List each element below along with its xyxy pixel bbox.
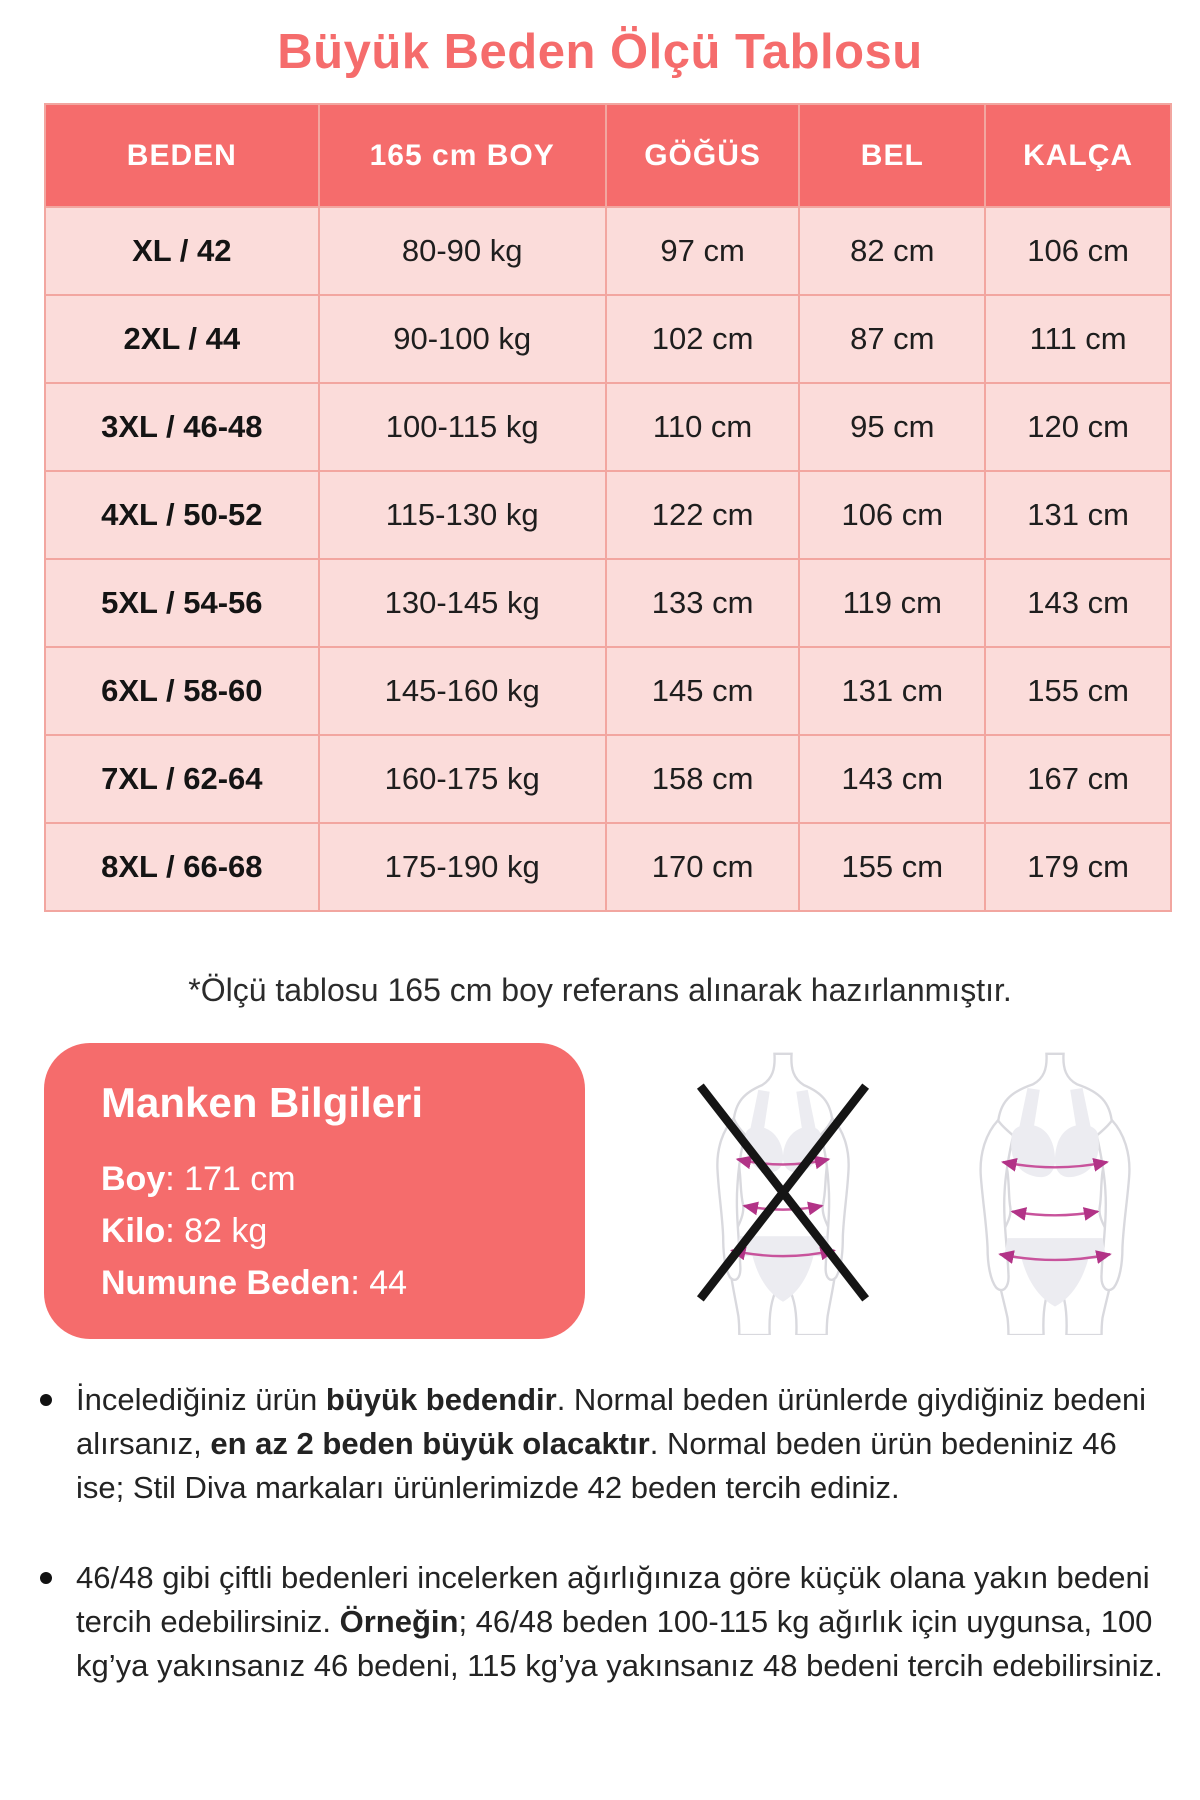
table-row: 6XL / 58-60 145-160 kg 145 cm 131 cm 155 cm [44,646,1172,736]
model-info-lines: Boy: 171 cm Kilo: 82 kg Numune Beden: 44 [101,1153,545,1309]
measurement-cell: 143 cm [798,734,987,824]
measurement-cell: 110 cm [604,382,801,472]
measurement-cell: 80-90 kg [317,206,607,296]
size-table: BEDEN 165 cm BOY GÖĞÜS BEL KALÇA XL / 42 80-9… [44,103,1172,912]
measurement-cell: 155 cm [984,646,1172,736]
table-row: 5XL / 54-56 130-145 kg 133 cm 119 cm 143 cm [44,558,1172,648]
bullet-item: 46/48 gibi çiftli bedenleri incelerken a… [40,1556,1166,1688]
table-row: 4XL / 50-52 115-130 kg 122 cm 106 cm 131 cm [44,470,1172,560]
measurement-cell: 175-190 kg [317,822,607,912]
measurement-cell: 82 cm [798,206,987,296]
measurement-lines [730,1155,836,1261]
notes-list: İncelediğiniz ürün büyük bedendir. Norma… [40,1378,1166,1734]
measurement-cell: 106 cm [984,206,1172,296]
size-table-header-row: BEDEN 165 cm BOY GÖĞÜS BEL KALÇA [44,103,1172,208]
slim-body-figure-icon [696,1052,870,1335]
bullet-marker-icon [40,1572,52,1584]
bullet-marker-icon [40,1394,52,1406]
bullet-text: İncelediğiniz ürün büyük bedendir. Norma… [76,1382,1147,1505]
measurement-cell: 95 cm [798,382,987,472]
measurement-cell: 131 cm [984,470,1172,560]
measurement-cell: 167 cm [984,734,1172,824]
measurement-cell: 130-145 kg [317,558,607,648]
size-cell: 4XL / 50-52 [44,470,320,560]
measurement-cell: 111 cm [984,294,1172,384]
table-note: *Ölçü tablosu 165 cm boy referans alınar… [188,972,1012,1008]
model-info-line: Numune Beden: 44 [101,1264,408,1302]
measurement-cell: 145-160 kg [317,646,607,736]
table-row: XL / 42 80-90 kg 97 cm 82 cm 106 cm [44,206,1172,296]
correct-measurement-figure [950,1050,1160,1335]
size-table-body: XL / 42 80-90 kg 97 cm 82 cm 106 cm 2XL / 44 9… [44,206,1172,912]
measurement-cell: 115-130 kg [317,470,607,560]
table-row: 2XL / 44 90-100 kg 102 cm 87 cm 111 cm [44,294,1172,384]
size-cell: XL / 42 [44,206,320,296]
table-row: 7XL / 62-64 160-175 kg 158 cm 143 cm 167 cm [44,734,1172,824]
measurement-cell: 145 cm [604,646,801,736]
measurement-cell: 100-115 kg [317,382,607,472]
size-cell: 7XL / 62-64 [44,734,320,824]
measurement-cell: 160-175 kg [317,734,607,824]
measurement-cell: 102 cm [604,294,801,384]
measurement-cell: 133 cm [604,558,801,648]
measurement-cell: 87 cm [798,294,987,384]
measurement-cell: 119 cm [798,558,987,648]
table-row: 3XL / 46-48 100-115 kg 110 cm 95 cm 120 cm [44,382,1172,472]
size-cell: 8XL / 66-68 [44,822,320,912]
model-info-line: Boy: 171 cm [101,1160,296,1198]
size-cell: 6XL / 58-60 [44,646,320,736]
bullet-text: 46/48 gibi çiftli bedenleri incelerken a… [76,1560,1163,1683]
model-info-line: Kilo: 82 kg [101,1212,268,1250]
size-cell: 5XL / 54-56 [44,558,320,648]
measurement-cell: 97 cm [604,206,801,296]
column-header: BEL [798,103,987,208]
plus-body-figure-icon [979,1052,1131,1335]
measurement-cell: 158 cm [604,734,801,824]
page-title: Büyük Beden Ölçü Tablosu [277,25,923,79]
table-row: 8XL / 66-68 175-190 kg 170 cm 155 cm 179 cm [44,822,1172,912]
column-header: 165 cm BOY [317,103,607,208]
measurement-cell: 131 cm [798,646,987,736]
size-cell: 2XL / 44 [44,294,320,384]
column-header: KALÇA [984,103,1172,208]
measurement-cell: 155 cm [798,822,987,912]
measurement-cell: 179 cm [984,822,1172,912]
model-info-box: Manken Bilgileri Boy: 171 cm Kilo: 82 kg N… [44,1043,585,1339]
measurement-cell: 120 cm [984,382,1172,472]
incorrect-measurement-figure [678,1050,888,1335]
size-cell: 3XL / 46-48 [44,382,320,472]
model-info-title: Manken Bilgileri [101,1079,424,1126]
measurement-cell: 170 cm [604,822,801,912]
measurement-cell: 90-100 kg [317,294,607,384]
bullet-item: İncelediğiniz ürün büyük bedendir. Norma… [40,1378,1166,1510]
measurement-cell: 106 cm [798,470,987,560]
column-header: GÖĞÜS [604,103,801,208]
measurement-lines [998,1158,1112,1264]
measurement-cell: 122 cm [604,470,801,560]
measurement-cell: 143 cm [984,558,1172,648]
cross-x-icon [696,1083,870,1302]
column-header: BEDEN [44,103,320,208]
